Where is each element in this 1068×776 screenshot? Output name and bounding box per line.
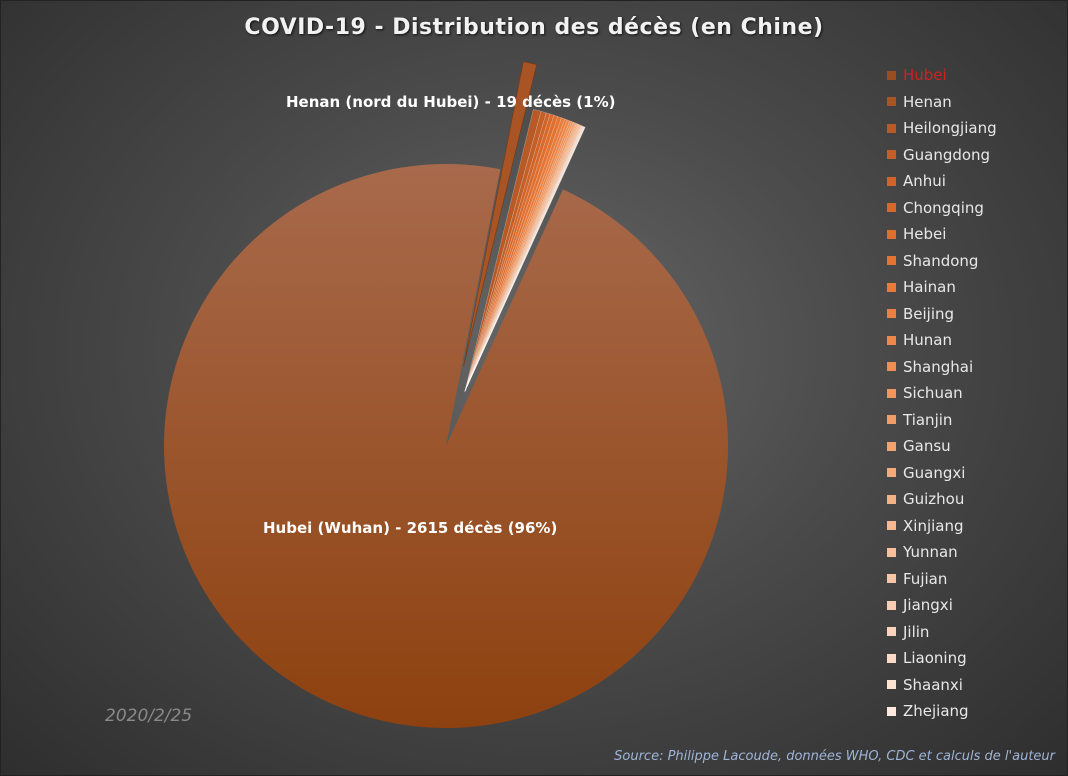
legend-swatch (887, 335, 896, 345)
legend-item: Shaanxi (887, 672, 997, 699)
legend-swatch (887, 388, 896, 398)
pie-chart: Henan (nord du Hubei) - 19 décès (1%) Hu… (164, 61, 729, 728)
legend-swatch (887, 653, 896, 663)
legend-swatch (887, 150, 896, 160)
legend-swatch (887, 468, 896, 478)
pie-slice-hubei (164, 163, 729, 728)
legend-label: Guangdong (903, 145, 991, 164)
legend-item: Hunan (887, 327, 997, 354)
legend-swatch (887, 362, 896, 372)
legend-label: Xinjiang (903, 516, 964, 535)
legend-item: Sichuan (887, 380, 997, 407)
legend-swatch (887, 680, 896, 690)
legend-swatch (887, 229, 896, 239)
date-label: 2020/2/25 (105, 706, 193, 726)
legend-item: Shandong (887, 248, 997, 275)
legend-item: Guangxi (887, 460, 997, 487)
legend-swatch (887, 309, 896, 319)
legend-swatch (887, 600, 896, 610)
hubei-annotation: Hubei (Wuhan) - 2615 décès (96%) (263, 519, 557, 537)
legend-label: Zhejiang (903, 702, 969, 721)
legend-swatch (887, 176, 896, 186)
legend-swatch (887, 415, 896, 425)
legend-swatch (887, 282, 896, 292)
legend-label: Guizhou (903, 490, 965, 509)
source-note: Source: Philippe Lacoude, données WHO, C… (614, 749, 1055, 764)
legend-label: Shaanxi (903, 675, 963, 694)
legend-swatch (887, 441, 896, 451)
legend-swatch (887, 547, 896, 557)
legend-swatch (887, 70, 896, 80)
legend-item: Heilongjiang (887, 115, 997, 142)
pie-slice-zhejiang (464, 126, 586, 392)
legend-swatch (887, 203, 896, 213)
legend-item: Jilin (887, 619, 997, 646)
legend-item: Jiangxi (887, 592, 997, 619)
legend-swatch (887, 256, 896, 266)
legend-label: Chongqing (903, 198, 984, 217)
pie-slice-henan (463, 61, 537, 366)
pie-slices (164, 61, 729, 728)
legend-item: Beijing (887, 301, 997, 328)
legend: Hubei Henan Heilongjiang Guangdong Anhui Chon… (887, 62, 997, 725)
legend-label: Liaoning (903, 649, 967, 668)
legend-label: Shandong (903, 251, 979, 270)
legend-label: Gansu (903, 437, 951, 456)
legend-label: Jilin (903, 622, 930, 641)
legend-label: Anhui (903, 172, 946, 191)
legend-label: Fujian (903, 569, 948, 588)
legend-swatch (887, 97, 896, 107)
legend-item: Zhejiang (887, 698, 997, 725)
legend-item: Xinjiang (887, 513, 997, 540)
legend-item: Anhui (887, 168, 997, 195)
legend-item: Hainan (887, 274, 997, 301)
legend-swatch (887, 521, 896, 531)
legend-item: Guangdong (887, 142, 997, 169)
legend-label: Henan (903, 92, 952, 111)
legend-item: Henan (887, 89, 997, 116)
legend-label: Hebei (903, 225, 947, 244)
chart-title: COVID-19 - Distribution des décès (en Ch… (244, 15, 824, 40)
legend-label: Shanghai (903, 357, 974, 376)
legend-swatch (887, 494, 896, 504)
legend-item: Gansu (887, 433, 997, 460)
legend-label: Yunnan (903, 543, 958, 562)
legend-label: Tianjin (903, 410, 953, 429)
legend-item: Tianjin (887, 407, 997, 434)
legend-swatch (887, 706, 896, 716)
legend-label: Hubei (903, 66, 947, 85)
legend-label: Guangxi (903, 463, 966, 482)
legend-label: Beijing (903, 304, 955, 323)
legend-swatch (887, 123, 896, 133)
legend-label: Sichuan (903, 384, 963, 403)
legend-item: Fujian (887, 566, 997, 593)
legend-item: Hubei (887, 62, 997, 89)
legend-label: Hunan (903, 331, 952, 350)
legend-item: Yunnan (887, 539, 997, 566)
legend-item: Chongqing (887, 195, 997, 222)
legend-label: Jiangxi (903, 596, 953, 615)
henan-annotation: Henan (nord du Hubei) - 19 décès (1%) (286, 93, 615, 111)
legend-label: Heilongjiang (903, 119, 997, 138)
legend-item: Shanghai (887, 354, 997, 381)
legend-label: Hainan (903, 278, 956, 297)
legend-swatch (887, 627, 896, 637)
legend-item: Hebei (887, 221, 997, 248)
legend-swatch (887, 574, 896, 584)
legend-item: Liaoning (887, 645, 997, 672)
legend-item: Guizhou (887, 486, 997, 513)
